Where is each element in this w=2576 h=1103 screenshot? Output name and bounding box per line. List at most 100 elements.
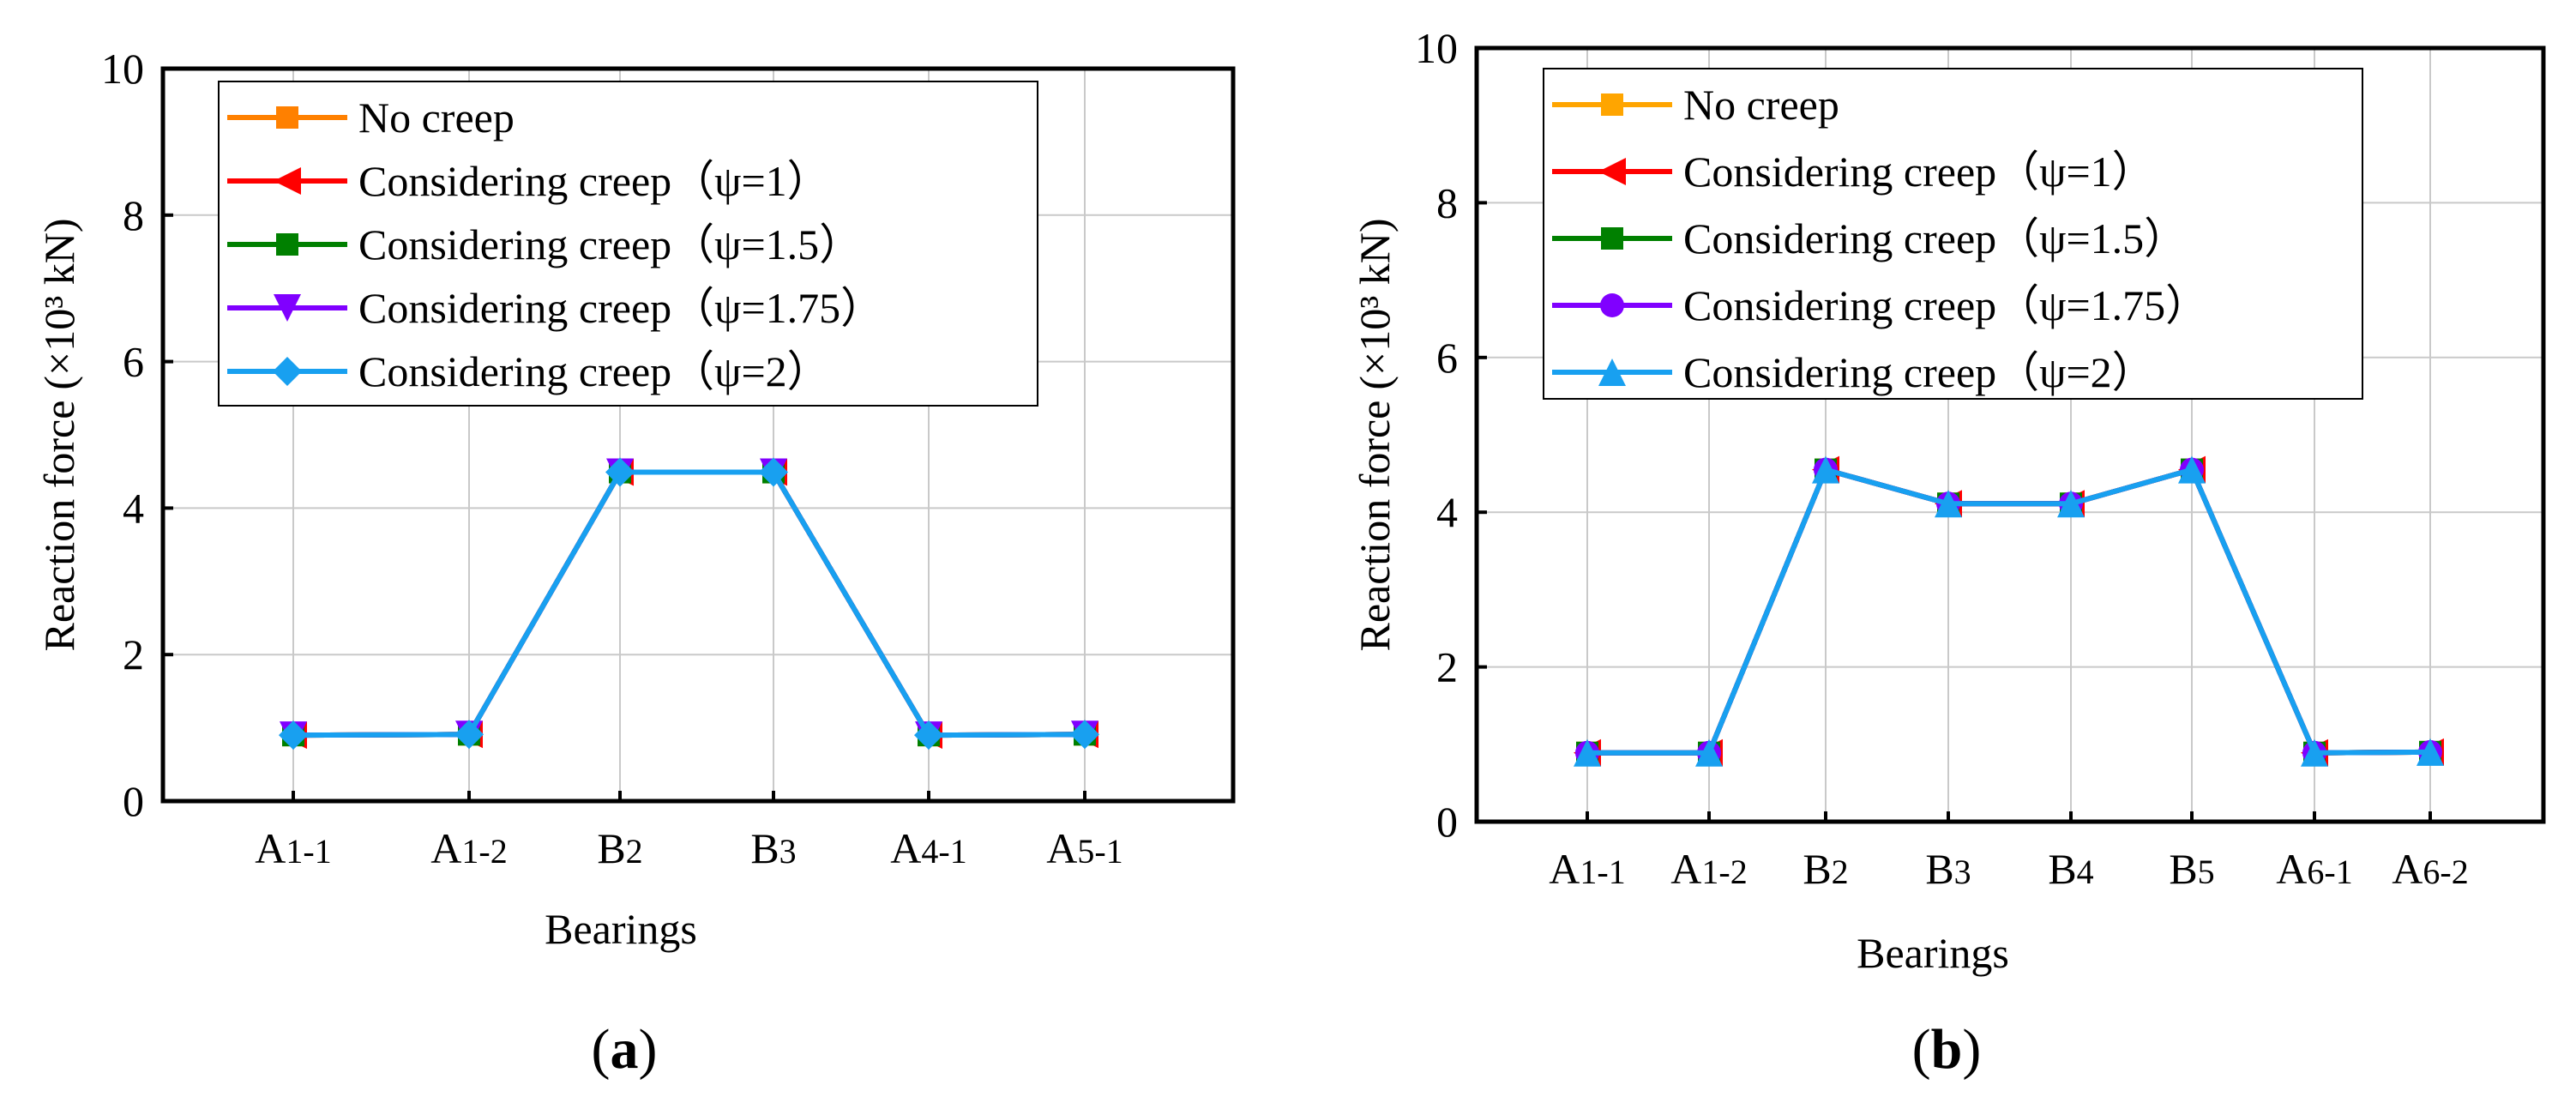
x-tick-label: A1-1 — [255, 824, 331, 872]
y-tick-label: 4 — [123, 484, 144, 532]
x-tick-label-base: A — [2276, 845, 2307, 893]
x-tick-label-sub: 6-1 — [2307, 853, 2352, 891]
x-tick-label: B5 — [2169, 845, 2214, 893]
y-axis-title: Reaction force (×10³ kN) — [1351, 218, 1399, 651]
x-tick-label-sub: 2 — [626, 832, 643, 871]
x-tick-label-base: A — [1670, 845, 1701, 893]
legend-label: No creep — [1683, 81, 1839, 129]
legend-box — [218, 81, 1038, 407]
plot-frame — [160, 66, 1236, 804]
series-4-point — [1935, 490, 1962, 518]
x-tick-label-sub: 1-1 — [286, 832, 331, 871]
x-tick-label-base: A — [2392, 845, 2423, 893]
series-4-point — [1070, 720, 1099, 750]
legend-swatch-marker — [276, 106, 298, 129]
legend-label: Considering creep（ψ=1.75） — [1683, 281, 2208, 329]
x-tick-label: A1-2 — [430, 824, 507, 872]
legend-label: Considering creep（ψ=1） — [358, 157, 830, 205]
x-tick-label: B3 — [750, 824, 796, 872]
x-tick-label: B4 — [2048, 845, 2093, 893]
series-4-point — [454, 720, 484, 750]
series-4-point — [279, 720, 308, 750]
series-4-point — [1812, 455, 1839, 484]
series-4-point — [2417, 738, 2444, 766]
y-tick-label: 8 — [1436, 178, 1458, 226]
x-tick-label-base: A — [1046, 824, 1077, 872]
x-tick-label-sub: 3 — [779, 832, 797, 871]
x-tick-label-sub: 1-2 — [461, 832, 507, 871]
y-tick-label: 10 — [1415, 24, 1458, 72]
legend-label: Considering creep（ψ=2） — [1683, 348, 2155, 396]
panel-label-letter: a — [611, 1018, 639, 1081]
y-axis-title-unit: (×10³ kN) — [35, 218, 83, 389]
x-tick-label: A5-1 — [1046, 824, 1122, 872]
series-4-point — [1574, 738, 1601, 767]
legend-label: Considering creep（ψ=1.75） — [358, 284, 883, 332]
y-tick-label: 0 — [1436, 798, 1458, 846]
x-tick-label: B2 — [1803, 845, 1848, 893]
x-tick-label: A6-1 — [2276, 845, 2352, 893]
x-tick-label: A1-1 — [1549, 845, 1625, 893]
series-line-4 — [1587, 467, 2431, 756]
x-tick-label: A1-2 — [1670, 845, 1747, 893]
legend-swatch-marker — [1598, 158, 1626, 185]
legend: No creep Considering creep（ψ=1） Considerin… — [218, 81, 1038, 407]
x-tick-label: B3 — [1925, 845, 1971, 893]
legend-swatch-marker — [1601, 93, 1623, 116]
x-tick-label-sub: 4-1 — [921, 832, 966, 871]
y-tick-label: 6 — [123, 338, 144, 386]
x-tick-label-sub: 2 — [1832, 853, 1849, 891]
series-4-point — [2057, 490, 2085, 518]
x-tick-label: A6-2 — [2392, 845, 2468, 893]
x-tick-label: A4-1 — [890, 824, 966, 872]
x-tick-label-base: A — [890, 824, 921, 872]
legend-label: No creep — [358, 93, 515, 142]
legend-swatch-marker — [274, 167, 301, 195]
legend-swatch-marker — [1601, 227, 1623, 250]
x-tick-label-base: B — [1803, 845, 1831, 893]
legend-label: Considering creep（ψ=1） — [1683, 148, 2155, 196]
legend-swatch-marker — [276, 233, 298, 256]
y-axis-title-text: Reaction force — [1351, 401, 1399, 652]
legend-box — [1543, 68, 2363, 400]
y-tick-label: 2 — [123, 630, 144, 678]
x-tick-label-sub: 1-1 — [1580, 853, 1625, 891]
x-tick-label-base: B — [1925, 845, 1953, 893]
y-tick-label: 2 — [1436, 643, 1458, 691]
legend-swatch-marker — [274, 294, 301, 322]
y-tick-label: 6 — [1436, 334, 1458, 382]
legend-label: Considering creep（ψ=1.5） — [358, 220, 862, 268]
x-tick-label-sub: 5 — [2198, 853, 2215, 891]
y-tick-label: 0 — [123, 777, 144, 825]
x-tick-label: B2 — [597, 824, 642, 872]
x-tick-label-sub: 3 — [1954, 853, 1971, 891]
x-axis-title: Bearings — [545, 905, 697, 953]
plot-frame — [1474, 45, 2546, 824]
x-tick-label-base: B — [597, 824, 625, 872]
x-tick-label-sub: 1-2 — [1701, 853, 1747, 891]
legend: No creep Considering creep（ψ=1） Considerin… — [1543, 68, 2363, 400]
y-axis-title: Reaction force (×10³ kN) — [35, 218, 83, 651]
panel-label: (b) — [1912, 1018, 1982, 1081]
legend-swatch-marker — [1600, 293, 1624, 317]
y-tick-label: 4 — [1436, 488, 1458, 536]
x-tick-label-sub: 6-2 — [2423, 853, 2468, 891]
x-tick-label-base: A — [255, 824, 286, 872]
panel-label: (a) — [592, 1018, 658, 1081]
y-axis-title-unit: (×10³ kN) — [1351, 218, 1399, 389]
panel-label-letter: b — [1931, 1018, 1963, 1081]
series-4-point — [2301, 738, 2328, 767]
series-4-point — [2178, 455, 2206, 484]
series-4-point — [914, 720, 943, 750]
x-tick-label-sub: 4 — [2077, 853, 2094, 891]
series-4-point — [759, 457, 788, 487]
series-4-point — [1695, 738, 1723, 767]
y-tick-label: 10 — [101, 45, 144, 93]
y-axis-title-text: Reaction force — [35, 401, 83, 652]
x-tick-label-sub: 5-1 — [1077, 832, 1122, 871]
series-4-point — [605, 457, 635, 487]
legend-swatch-marker — [1598, 359, 1626, 386]
